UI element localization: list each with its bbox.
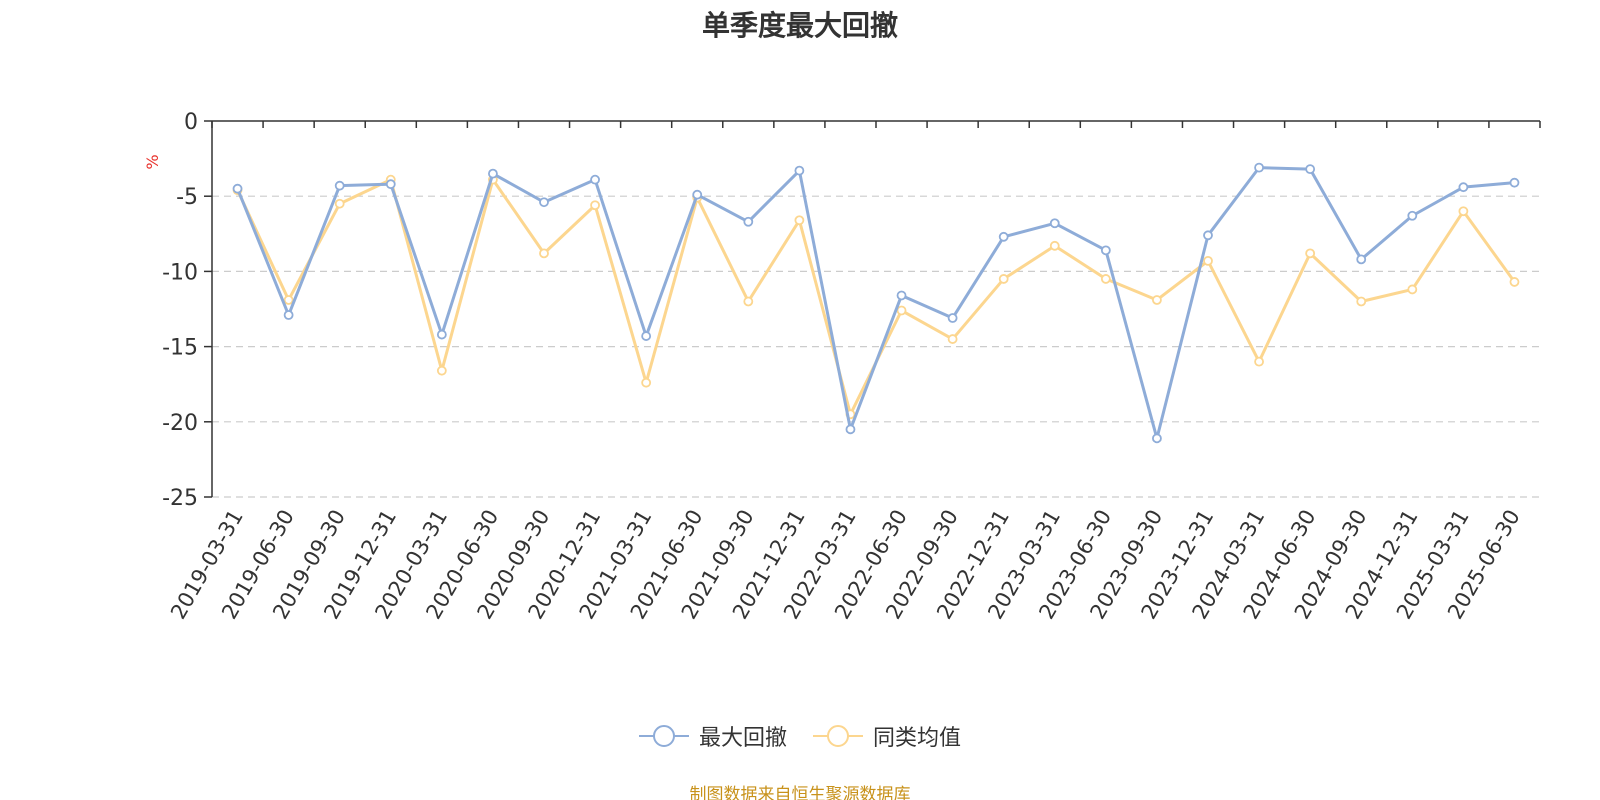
data-point: [436, 329, 447, 340]
data-point: [1100, 245, 1111, 256]
data-point: [1254, 356, 1264, 367]
data-point: [283, 295, 294, 305]
y-tick-label: 0: [184, 110, 198, 135]
legend-label-max-drawdown: 最大回撤: [698, 726, 787, 751]
data-point: [488, 168, 498, 179]
legend-item-peer-average[interactable]: 同类均值: [813, 720, 961, 752]
data-point: [1407, 210, 1418, 221]
y-tick-label: -20: [162, 411, 198, 436]
legend-label-peer-average: 同类均值: [873, 726, 962, 751]
data-point: [743, 216, 754, 227]
data-point: [1356, 254, 1367, 265]
chart-legend: 最大回撤 同类均值: [0, 720, 1600, 752]
y-tick-label: -5: [176, 185, 198, 210]
data-point: [641, 377, 652, 388]
legend-item-max-drawdown[interactable]: 最大回撤: [638, 720, 787, 752]
data-point: [385, 179, 396, 190]
data-point: [998, 274, 1009, 284]
data-point: [590, 174, 600, 185]
series-peer-average: [232, 174, 1520, 420]
data-point: [896, 290, 907, 301]
data-point: [692, 189, 703, 200]
series-line: [236, 166, 1515, 440]
chart-title: 单季度最大回撤: [701, 9, 898, 42]
axes: 0-5-10-15-20-25%2019-03-312019-06-302019…: [143, 110, 1541, 623]
data-point: [1203, 255, 1213, 266]
data-point: [334, 198, 345, 209]
data-point: [590, 200, 600, 211]
data-point: [1203, 230, 1213, 241]
data-point: [436, 365, 447, 376]
data-point: [1509, 177, 1520, 188]
data-point: [539, 197, 549, 208]
data-point: [539, 248, 549, 259]
data-point: [1100, 274, 1111, 284]
y-tick-label: -25: [162, 486, 198, 511]
data-point: [232, 183, 243, 194]
data-point: [896, 305, 907, 316]
grid-lines: [212, 195, 1540, 498]
data-point: [794, 165, 805, 176]
series-lines: [232, 162, 1520, 444]
data-point: [334, 180, 345, 191]
data-point: [947, 334, 958, 344]
y-axis-label: %: [143, 154, 162, 169]
data-point: [1356, 296, 1367, 307]
y-tick-label: -15: [162, 336, 198, 361]
y-tick-label: -10: [162, 260, 198, 285]
data-point: [1305, 248, 1316, 259]
data-point: [794, 215, 805, 226]
data-point: [1458, 206, 1469, 217]
data-source-note: 制图数据来自恒生聚源数据库: [689, 785, 911, 800]
legend-marker-peer-average: [813, 725, 863, 747]
data-point: [641, 331, 652, 341]
data-point: [998, 231, 1009, 242]
data-point: [947, 313, 958, 323]
data-point: [1305, 164, 1316, 175]
data-point: [283, 310, 294, 320]
data-point: [1509, 277, 1520, 287]
data-point: [1152, 433, 1162, 444]
data-point: [1254, 162, 1264, 173]
legend-circle-peer-average: [827, 725, 849, 747]
data-point: [845, 424, 856, 435]
data-point: [1407, 284, 1418, 295]
data-point: [743, 296, 754, 307]
data-point: [1049, 218, 1060, 229]
legend-circle-max-drawdown: [652, 725, 675, 747]
data-point: [1049, 240, 1060, 251]
data-point: [1152, 295, 1162, 305]
legend-marker-max-drawdown: [638, 725, 689, 747]
data-point: [1458, 182, 1469, 193]
line-chart: 0-5-10-15-20-25%2019-03-312019-06-302019…: [143, 110, 1541, 623]
series-max-drawdown: [232, 162, 1520, 444]
